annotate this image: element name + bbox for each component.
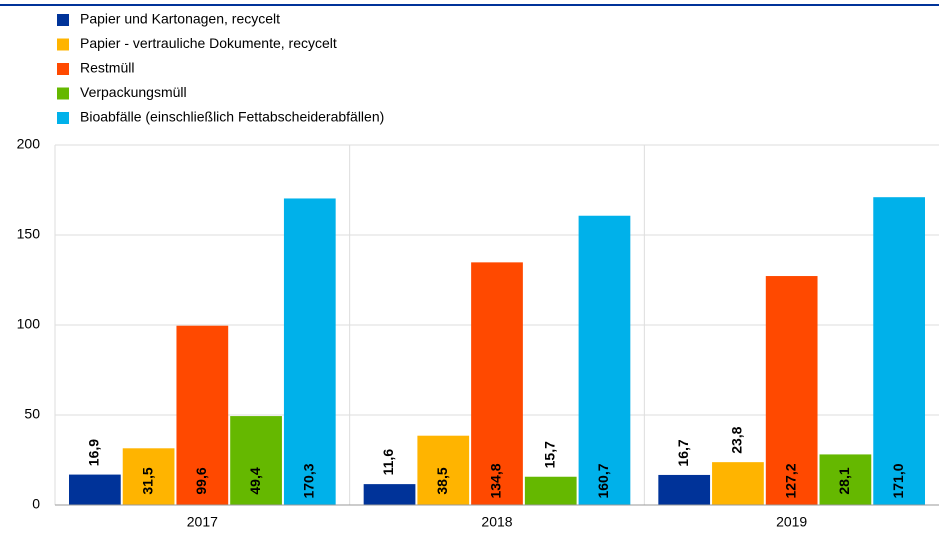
value-label: 38,5: [434, 467, 450, 494]
legend-label: Papier - vertrauliche Dokumente, recycel…: [80, 35, 337, 51]
bar: [765, 276, 818, 505]
x-tick-label: 2018: [481, 514, 512, 530]
y-tick-label: 0: [32, 496, 40, 512]
bar: [578, 215, 631, 506]
bar: [69, 474, 121, 505]
value-label: 15,7: [541, 441, 557, 468]
legend-label: Verpackungsmüll: [80, 84, 187, 100]
legend-swatch: [57, 38, 69, 51]
value-label: 170,3: [301, 463, 317, 498]
legend-swatch: [57, 63, 69, 75]
y-tick-label: 150: [17, 226, 41, 242]
value-label: 16,7: [675, 439, 691, 466]
bar: [230, 416, 282, 505]
bar: [658, 474, 711, 505]
value-label: 134,8: [488, 463, 504, 498]
bar: [417, 435, 470, 505]
value-label: 49,4: [247, 467, 263, 494]
x-tick-label: 2019: [776, 514, 807, 530]
value-label: 11,6: [380, 449, 396, 476]
y-tick-label: 50: [24, 406, 40, 422]
value-label: 23,8: [729, 426, 745, 453]
value-label: 28,1: [836, 467, 852, 494]
bar: [873, 197, 925, 505]
legend-swatch: [57, 112, 69, 124]
value-label: 16,9: [86, 439, 102, 466]
bar: [471, 262, 523, 505]
bar: [819, 454, 872, 505]
value-label: 31,5: [139, 467, 155, 494]
value-label: 160,7: [595, 463, 611, 498]
legend-label: Restmüll: [80, 60, 134, 76]
x-tick-label: 2017: [187, 514, 218, 530]
value-label: 99,6: [193, 467, 209, 494]
bar: [176, 325, 229, 505]
bar: [524, 476, 577, 505]
y-tick-label: 100: [17, 316, 41, 332]
value-label: 127,2: [782, 463, 798, 498]
bar: [283, 198, 336, 505]
y-tick-label: 200: [17, 136, 41, 152]
legend-swatch: [57, 14, 69, 26]
bar: [363, 484, 416, 505]
bar: [712, 462, 764, 505]
bar: [122, 448, 175, 505]
legend-label: Bioabfälle (einschließlich Fettabscheide…: [80, 109, 384, 125]
value-label: 171,0: [890, 463, 906, 498]
legend-swatch: [57, 87, 69, 100]
legend-label: Papier und Kartonagen, recycelt: [80, 11, 280, 27]
